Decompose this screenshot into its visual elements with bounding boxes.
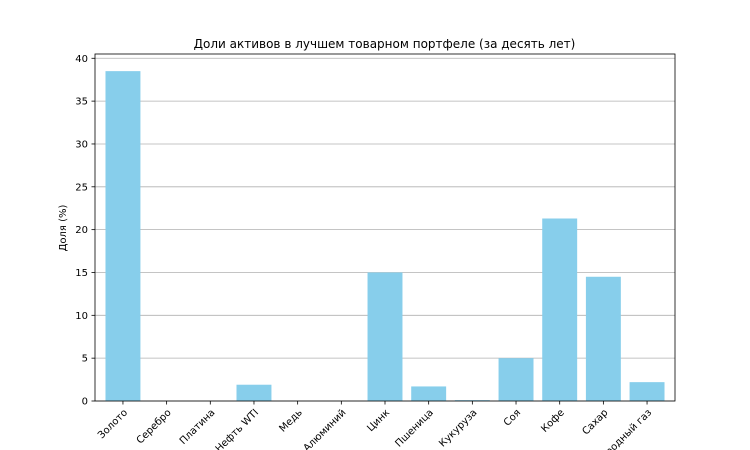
y-tick-label: 5 [82,354,88,365]
x-tick-label: Кукуруза [437,407,479,449]
x-tick-label: Серебро [135,407,174,446]
y-tick-label: 35 [75,97,88,108]
y-tick-label: 15 [75,268,88,279]
y-tick-label: 0 [82,397,88,408]
bar [498,358,534,401]
x-tick-label: Платина [178,407,218,447]
x-tick-label: Золото [96,407,130,441]
bar [629,382,665,401]
bar [105,71,141,401]
bar [411,386,447,401]
bars [105,71,665,401]
y-tick-label: 30 [75,139,88,150]
gridlines [95,57,675,402]
y-tick-label: 20 [75,225,88,236]
x-tick-label: Нефть WTI [214,407,261,450]
bar [236,384,272,401]
x-tick-label: Кофе [539,407,567,435]
y-axis-label: Доля (%) [58,204,69,251]
x-tick-label: Сахар [580,407,610,437]
y-tick-label: 10 [75,311,88,322]
bar [454,400,490,401]
bar [542,218,578,401]
x-tick-label: Медь [277,407,304,434]
x-tick-label: Цинк [365,407,392,434]
y-tick-label: 40 [75,54,88,65]
chart-title: Доли активов в лучшем товарном портфеле … [194,37,576,51]
y-axis-ticks: 0 5 10 15 20 25 30 35 40 [75,54,95,408]
x-tick-label: Алюминий [302,407,349,450]
y-tick-label: 25 [75,182,88,193]
bar [367,272,403,401]
bar [585,276,621,401]
x-tick-label: Пшеница [394,407,436,449]
x-tick-label: Соя [502,407,523,428]
